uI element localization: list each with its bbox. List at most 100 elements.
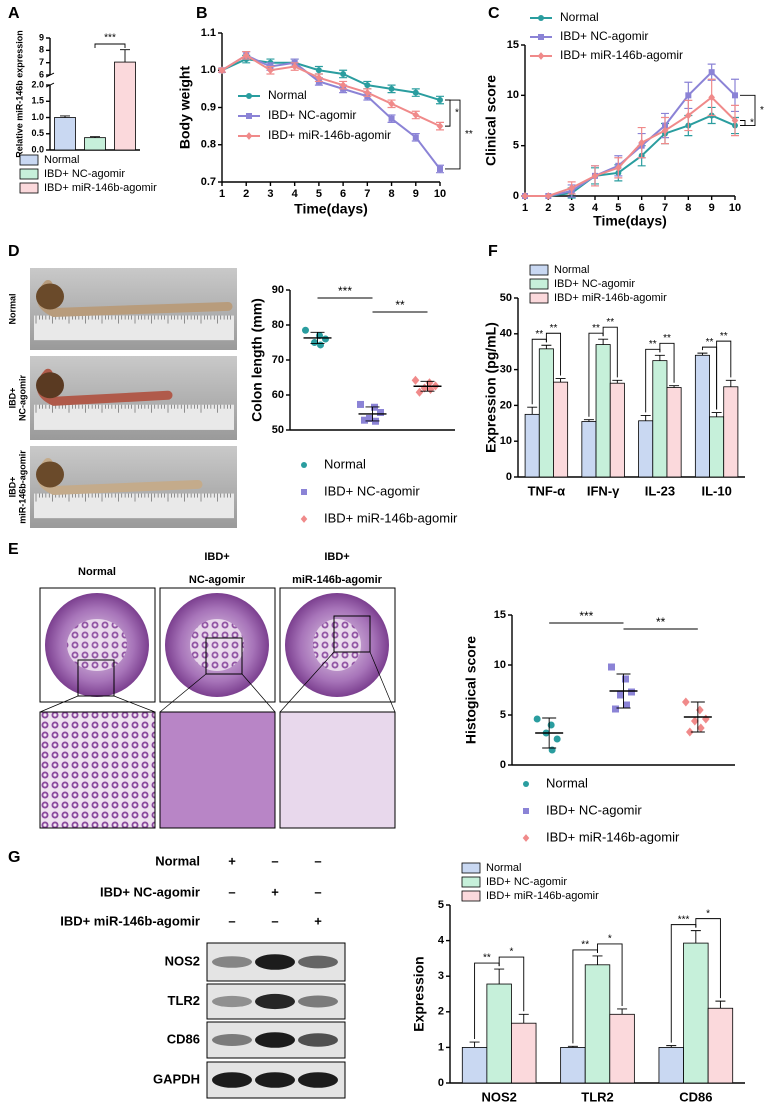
significance-label: ** <box>483 953 491 964</box>
y-tick-label: 1.0 <box>201 64 216 76</box>
significance-label: *** <box>104 33 116 44</box>
legend-label: IBD+ NC-agomir <box>486 876 567 888</box>
legend-swatch <box>529 264 549 276</box>
sd-bar <box>616 673 631 709</box>
x-tick-label: 8 <box>685 202 691 214</box>
bar <box>584 964 611 1084</box>
marker <box>291 62 298 71</box>
marker <box>388 85 395 92</box>
significance-bracket <box>545 332 562 376</box>
cecum <box>36 283 64 310</box>
blot-band <box>255 993 295 1010</box>
ruler <box>34 404 234 430</box>
y-tick-label: 6 <box>39 69 44 79</box>
error-bar <box>592 955 603 965</box>
marker <box>361 416 368 424</box>
bar <box>609 1013 635 1084</box>
marker <box>732 92 738 99</box>
colon-lumen <box>190 619 244 671</box>
series-line <box>525 96 736 197</box>
x-axis-label: Time(days) <box>593 213 667 229</box>
y-tick-label: 5 <box>438 899 444 911</box>
marker <box>533 715 541 723</box>
marker <box>339 81 347 90</box>
legend-label: IBD+ miR-146b-agomir <box>546 829 680 844</box>
y-tick-label: 70 <box>272 354 284 366</box>
marker <box>317 341 324 349</box>
error-bar <box>90 136 100 138</box>
significance-label: ** <box>606 317 614 328</box>
protein-label: GAPDH <box>153 1071 200 1086</box>
photo-label: miR-146b-agomir <box>17 450 27 524</box>
marker <box>538 15 544 21</box>
x-tick-label: NOS2 <box>481 1089 516 1104</box>
marker <box>315 67 322 74</box>
y-tick-label: 0.5 <box>31 128 44 138</box>
y-tick-label: 10 <box>507 89 519 101</box>
error-bar <box>612 379 623 384</box>
y-tick-label: 0.8 <box>201 139 216 151</box>
marker <box>685 727 694 737</box>
significance-label: * <box>706 908 710 919</box>
marker <box>522 834 530 842</box>
bar <box>652 360 668 478</box>
legend-label: Normal <box>268 88 307 102</box>
series-line <box>221 54 441 128</box>
zoom-box <box>333 615 371 653</box>
y-tick-label: 15 <box>507 39 519 51</box>
marker <box>388 99 395 108</box>
marker <box>311 339 318 346</box>
marker <box>245 132 253 140</box>
significance-label: *** <box>678 914 690 925</box>
blot-band <box>298 995 338 1008</box>
y-axis-label: Histogical score <box>463 636 479 744</box>
marker <box>538 34 544 40</box>
marker <box>366 414 373 422</box>
error-bar <box>725 379 736 387</box>
legend-swatch <box>461 890 481 902</box>
significance-label: * <box>760 105 764 116</box>
treatment-sign: – <box>314 853 321 868</box>
error-bar <box>541 344 552 349</box>
blot-band <box>255 954 295 970</box>
blot-band <box>298 1072 338 1088</box>
zoom-line <box>241 673 276 713</box>
y-tick-label: 15 <box>494 609 506 621</box>
error-bar <box>654 354 665 361</box>
zoom-line <box>369 651 396 713</box>
significance-label: ** <box>592 323 600 334</box>
blot-band <box>212 956 252 968</box>
y-tick-label: 0 <box>438 1077 444 1089</box>
legend-label: IBD+ miR-146b-agomir <box>324 510 458 525</box>
significance-label: ** <box>649 339 657 350</box>
error-bar <box>666 1045 677 1048</box>
significance-label: * <box>750 118 754 129</box>
blot-band <box>212 995 252 1008</box>
bar <box>638 420 654 478</box>
x-tick-label: 9 <box>413 188 419 200</box>
marker <box>685 92 692 99</box>
marker <box>377 409 384 416</box>
significance-label: ** <box>550 323 558 334</box>
cecum <box>36 372 64 399</box>
colon-lumen <box>67 619 127 671</box>
x-tick-label: 2 <box>545 202 551 214</box>
legend-swatch <box>529 278 549 290</box>
marker <box>315 73 323 82</box>
bar <box>609 382 625 478</box>
significance-label: ** <box>663 333 671 344</box>
error-bar <box>715 1000 726 1009</box>
x-tick-label: 10 <box>729 202 741 214</box>
marker <box>357 400 364 408</box>
marker <box>615 163 622 172</box>
y-tick-label: 30 <box>500 364 512 376</box>
y-tick-label: 80 <box>272 319 284 331</box>
x-tick-label: 5 <box>316 188 322 200</box>
bar <box>707 1007 734 1084</box>
marker <box>437 97 443 104</box>
x-tick-label: 6 <box>340 188 346 200</box>
legend-swatch <box>19 154 39 166</box>
error-bar <box>469 1041 480 1048</box>
y-tick-label: 0.7 <box>201 176 216 188</box>
marker <box>553 735 561 743</box>
